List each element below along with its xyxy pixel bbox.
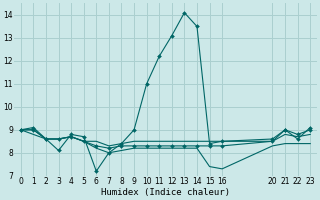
X-axis label: Humidex (Indice chaleur): Humidex (Indice chaleur) [101, 188, 230, 197]
